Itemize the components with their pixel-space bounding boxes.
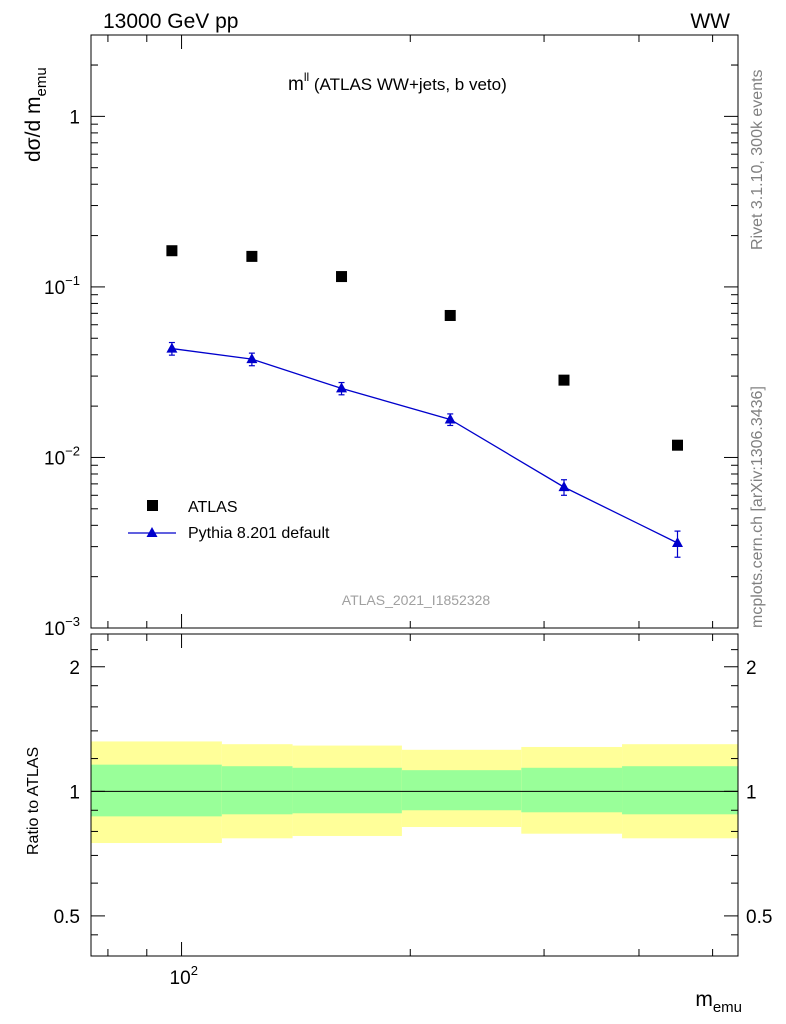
ratio-y-tick-label-right: 2 <box>746 658 757 679</box>
pythia-point <box>246 353 258 364</box>
uncertainty-band-green <box>521 767 623 813</box>
x-tick-label: 102 <box>170 963 198 989</box>
legend-pythia-marker <box>146 527 158 537</box>
y-tick-label: 10−1 <box>44 273 80 299</box>
ratio-y-tick-label-left: 2 <box>69 658 80 679</box>
y-axis-label: dσ/d memu <box>22 67 50 162</box>
x-axis-label: memu <box>695 988 742 1016</box>
y-tick-label: 10−3 <box>44 614 80 640</box>
uncertainty-band-green <box>292 767 402 814</box>
pythia-point <box>558 481 570 492</box>
uncertainty-band-green <box>401 770 522 811</box>
y-tick-label: 10−2 <box>44 443 80 469</box>
plot-title: mll (ATLAS WW+jets, b veto) <box>288 70 507 95</box>
atlas-point <box>672 439 683 451</box>
legend: ATLAS Pythia 8.201 default <box>128 499 330 542</box>
energy-label: 13000 GeV pp <box>103 10 238 33</box>
atlas-point <box>444 309 456 321</box>
process-label: WW <box>690 10 730 33</box>
atlas-point <box>336 271 348 283</box>
legend-atlas-label: ATLAS <box>188 499 238 516</box>
pythia-point <box>166 342 178 353</box>
atlas-point <box>558 374 570 386</box>
pythia-point <box>672 537 683 548</box>
atlas-point <box>246 250 258 262</box>
pythia-series-line <box>171 347 678 544</box>
uncertainty-band-green <box>91 764 222 817</box>
legend-pythia-label: Pythia 8.201 default <box>188 525 330 542</box>
ratio-panel: 2 2 1 1 0.5 0.5 102 Ratio to ATLAS memu <box>25 633 772 1016</box>
ratio-axis-label: Ratio to ATLAS <box>25 747 42 855</box>
legend-atlas-marker <box>147 500 158 511</box>
atlas-point <box>166 245 178 257</box>
pythia-point <box>444 413 456 424</box>
rivet-version-label: Rivet 3.1.10, 300k events <box>749 69 766 250</box>
pythia-point <box>336 382 348 393</box>
ratio-frame <box>90 633 739 957</box>
analysis-watermark: ATLAS_2021_I1852328 <box>342 592 491 608</box>
y-tick-label: 1 <box>69 107 80 128</box>
ratio-y-tick-label-right: 1 <box>746 782 757 803</box>
main-frame <box>90 34 739 629</box>
main-panel: 1 10−1 10−2 10−3 mll (ATLAS WW+jets, b veto… <box>22 34 739 640</box>
source-label: mcplots.cern.ch [arXiv:1306.3436] <box>749 386 766 628</box>
uncertainty-band-green <box>221 766 293 815</box>
ratio-y-tick-label-left: 0.5 <box>54 907 80 928</box>
ratio-y-tick-label-left: 1 <box>69 782 80 803</box>
uncertainty-band-green <box>622 766 738 815</box>
ratio-y-tick-label-right: 0.5 <box>746 907 772 928</box>
